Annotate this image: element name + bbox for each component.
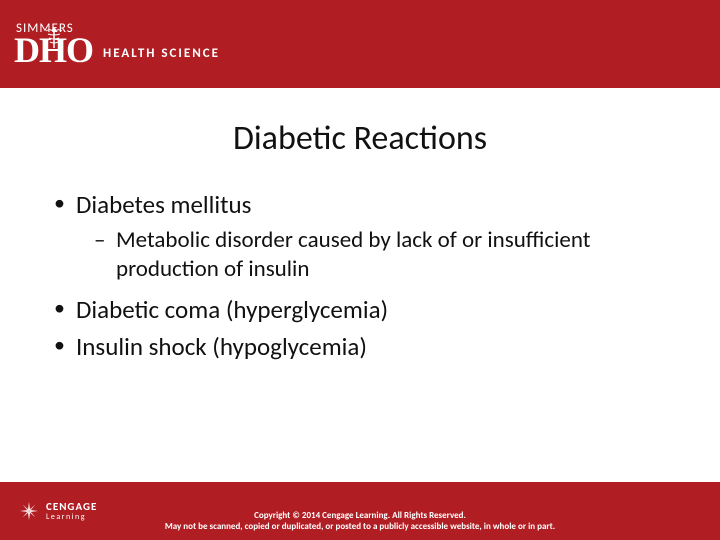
footer-bar: CENGAGE Learning Copyright © 2014 Cengag… [0, 482, 720, 540]
cengage-star-icon [18, 500, 40, 522]
bullet-text: Diabetic coma (hyperglycemia) [76, 294, 388, 325]
bullet-item: Diabetic coma (hyperglycemia) [54, 294, 666, 325]
brand-logo-sub: HEALTH SCIENCE [103, 46, 220, 61]
caduceus-icon [42, 26, 66, 50]
bullet-item: Insulin shock (hypoglycemia) [54, 331, 666, 362]
brand-logo-main: DHO [14, 32, 93, 68]
bullet-item: Diabetes mellitus [54, 189, 666, 220]
brand-logo-row: DHO HEALTH SCIENCE [14, 32, 220, 68]
bullet-text: Insulin shock (hypoglycemia) [76, 331, 367, 362]
brand-logo: SIMMERS DHO HEALTH SCIENCE [14, 21, 220, 68]
copyright-line: Copyright © 2014 Cengage Learning. All R… [80, 510, 640, 521]
slide-content: Diabetic Reactions Diabetes mellitus Met… [0, 88, 720, 362]
bullet-text: Diabetes mellitus [76, 189, 251, 220]
copyright-block: Copyright © 2014 Cengage Learning. All R… [80, 510, 640, 532]
bullet-text: Metabolic disorder caused by lack of or … [116, 226, 590, 283]
slide-title: Diabetic Reactions [54, 118, 666, 159]
header-bar: SIMMERS DHO HEALTH SCIENCE [0, 0, 720, 88]
bullet-item: Metabolic disorder caused by lack of or … [54, 226, 666, 284]
copyright-line: May not be scanned, copied or duplicated… [80, 521, 640, 532]
